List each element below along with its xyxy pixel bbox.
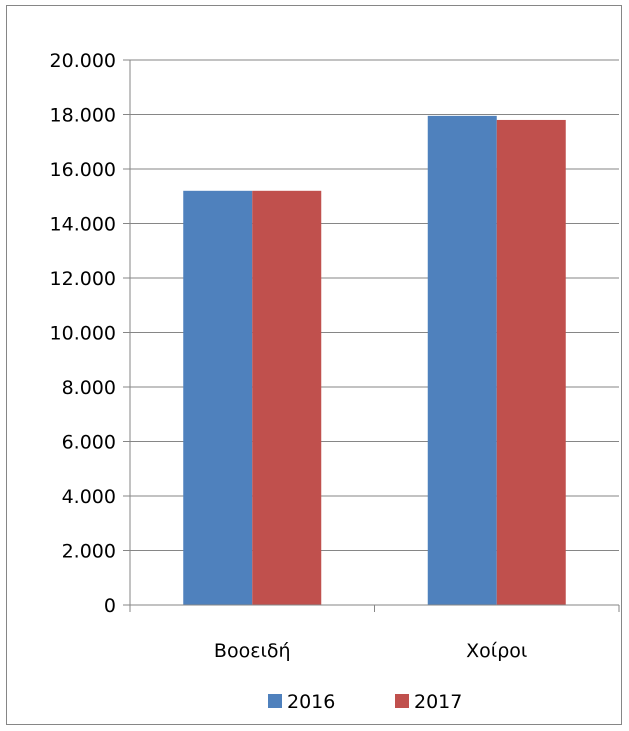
y-tick-label: 0 (104, 595, 116, 617)
y-tick-label: 16.000 (50, 159, 116, 181)
y-tick-label: 8.000 (62, 377, 116, 399)
legend-swatch-2016 (268, 694, 282, 708)
bar-2017-2 (496, 119, 566, 605)
y-tick-label: 14.000 (50, 214, 116, 236)
bars (183, 115, 566, 606)
x-category-labels: Βοοειδή Χοίροι (214, 640, 527, 662)
bar-2016-2 (427, 115, 497, 606)
y-tick-label: 12.000 (50, 268, 116, 290)
y-tick-label: 18.000 (50, 105, 116, 127)
y-tick-label: 10.000 (50, 323, 116, 345)
axes (123, 59, 620, 612)
y-tick-labels: 0 2.000 4.000 6.000 8.000 10.000 12.000 14.000 1… (50, 50, 116, 617)
x-category-label: Χοίροι (466, 640, 527, 662)
y-tick-label: 4.000 (62, 486, 116, 508)
bar-2017-1 (252, 190, 322, 606)
legend-swatch-2017 (395, 694, 409, 708)
legend: 2016 2017 (268, 691, 462, 713)
y-tick-label: 6.000 (62, 432, 116, 454)
y-tick-label: 20.000 (50, 50, 116, 72)
legend-label-2016: 2016 (287, 691, 335, 713)
legend-label-2017: 2017 (414, 691, 462, 713)
x-category-label: Βοοειδή (214, 640, 291, 662)
y-tick-label: 2.000 (62, 541, 116, 563)
bar-2016-1 (183, 190, 253, 606)
